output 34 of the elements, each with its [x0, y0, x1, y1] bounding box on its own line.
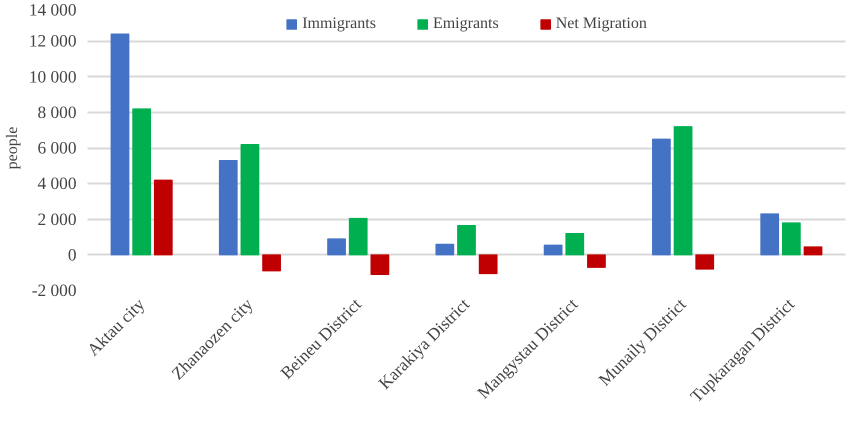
y-tick-label: 2 000	[38, 210, 77, 229]
bar	[218, 160, 238, 256]
bar	[240, 144, 260, 256]
y-tick-label: 8 000	[38, 102, 77, 122]
bar	[695, 254, 714, 270]
y-tick-label: 12 000	[28, 32, 77, 51]
bar	[674, 126, 692, 256]
legend-label: Net Migration	[556, 15, 647, 33]
bar	[544, 244, 563, 256]
y-tick-label: 0	[68, 245, 77, 264]
bar	[370, 254, 390, 275]
bar	[262, 254, 281, 272]
bar	[435, 244, 454, 256]
bar	[457, 224, 476, 256]
y-tick-label: 6 000	[38, 138, 77, 158]
bar	[154, 180, 173, 256]
y-axis-title: people	[4, 126, 21, 170]
legend-label: Immigrants	[302, 15, 376, 33]
bar	[110, 34, 130, 256]
legend-label: Emigrants	[432, 15, 499, 33]
y-tick-label: 10 000	[28, 67, 77, 86]
bar	[652, 138, 671, 256]
bar	[348, 218, 368, 256]
bar	[587, 254, 606, 268]
y-tick-label: -2 000	[32, 281, 77, 300]
bar	[478, 254, 498, 274]
bar	[327, 238, 346, 256]
y-tick-label: 4 000	[38, 174, 77, 194]
bar	[760, 213, 780, 256]
bar	[804, 246, 822, 256]
bar	[782, 222, 801, 256]
y-tick-label: 14 000	[28, 0, 77, 20]
bar	[132, 108, 152, 256]
bar	[565, 233, 584, 256]
